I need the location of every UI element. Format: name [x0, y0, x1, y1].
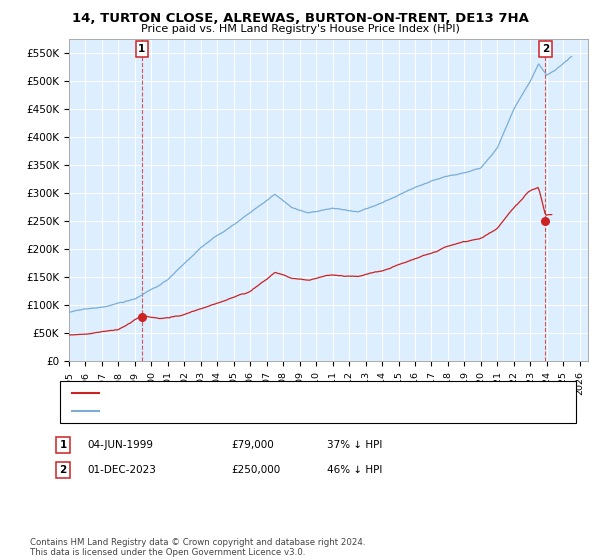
Text: Contains HM Land Registry data © Crown copyright and database right 2024.
This d: Contains HM Land Registry data © Crown c… [30, 538, 365, 557]
Text: Price paid vs. HM Land Registry's House Price Index (HPI): Price paid vs. HM Land Registry's House … [140, 24, 460, 34]
Text: 1: 1 [138, 44, 145, 54]
Text: 37% ↓ HPI: 37% ↓ HPI [327, 440, 382, 450]
Text: 14, TURTON CLOSE, ALREWAS, BURTON-ON-TRENT, DE13 7HA (detached house): 14, TURTON CLOSE, ALREWAS, BURTON-ON-TRE… [105, 388, 505, 398]
Text: £250,000: £250,000 [231, 465, 280, 475]
Text: 04-JUN-1999: 04-JUN-1999 [87, 440, 153, 450]
Text: 46% ↓ HPI: 46% ↓ HPI [327, 465, 382, 475]
Text: 2: 2 [542, 44, 549, 54]
Text: 01-DEC-2023: 01-DEC-2023 [87, 465, 156, 475]
Text: 14, TURTON CLOSE, ALREWAS, BURTON-ON-TRENT, DE13 7HA: 14, TURTON CLOSE, ALREWAS, BURTON-ON-TRE… [71, 12, 529, 25]
Text: 1: 1 [59, 440, 67, 450]
Text: £79,000: £79,000 [231, 440, 274, 450]
Text: HPI: Average price, detached house, Lichfield: HPI: Average price, detached house, Lich… [105, 406, 331, 416]
Text: 2: 2 [59, 465, 67, 475]
